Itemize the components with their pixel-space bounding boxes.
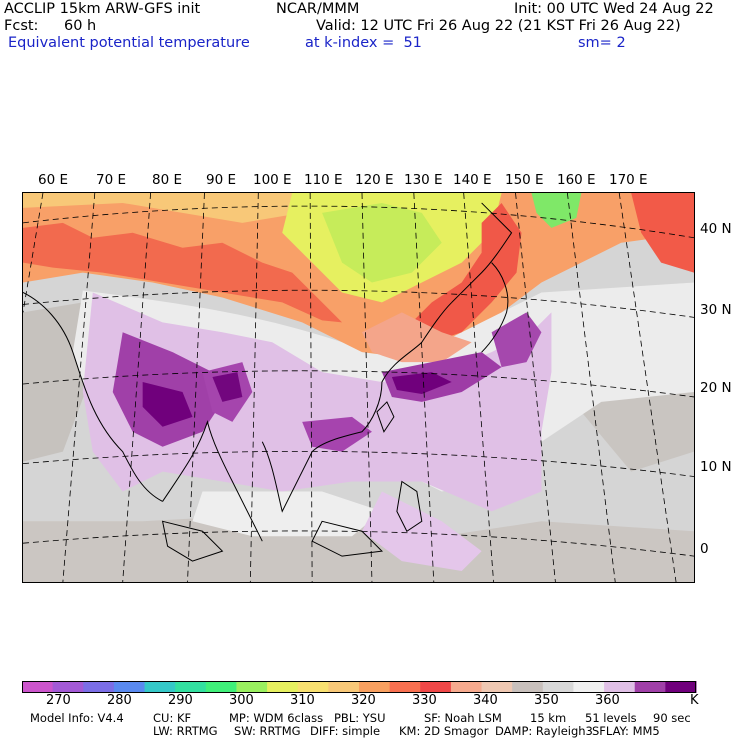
colorbar-tick-label: 340 <box>473 693 498 708</box>
longitude-label: 70 E <box>96 172 126 188</box>
colorbar-swatch <box>573 681 605 693</box>
forecast-label: Fcst: <box>4 18 39 34</box>
colorbar-swatch <box>542 681 574 693</box>
field-region-red <box>411 202 522 343</box>
longitude-label: 150 E <box>505 172 544 188</box>
latitude-label: 30 N <box>700 302 732 318</box>
colorbar-tick-label: 330 <box>412 693 437 708</box>
longitude-label: 110 E <box>304 172 343 188</box>
colorbar-swatch <box>389 681 421 693</box>
field-region-dark-purple <box>212 372 243 402</box>
latitude-label: 20 N <box>700 380 732 396</box>
field-region-lilac <box>361 491 482 572</box>
colorbar-swatch <box>634 681 666 693</box>
footer-resolution: 15 km <box>530 711 567 725</box>
colorbar-swatch <box>512 681 544 693</box>
colorbar-swatch <box>481 681 513 693</box>
graticule <box>23 193 694 582</box>
field-region-dark-purple <box>391 372 452 394</box>
theta-e-map <box>22 192 695 583</box>
colorbar-swatch <box>52 681 84 693</box>
field-region-yellow-green <box>322 202 442 283</box>
smoothing-label: sm= 2 <box>578 35 626 51</box>
colorbar-units: K <box>690 693 699 708</box>
longitude-label: 160 E <box>557 172 596 188</box>
footer-timestep: 90 sec <box>653 711 691 725</box>
organization-label: NCAR/MMM <box>276 1 360 17</box>
footer-diffusion: DIFF: simple <box>310 724 381 738</box>
colorbar-swatch <box>22 681 54 693</box>
colorbar-tick-label: 310 <box>290 693 315 708</box>
colorbar <box>22 681 697 693</box>
colorbar-swatch <box>267 681 299 693</box>
footer-microphysics: MP: WDM 6class <box>229 711 324 725</box>
footer-levels: 51 levels <box>585 711 637 725</box>
field-region-light <box>192 491 382 537</box>
field-region-dark-purple <box>142 382 193 427</box>
colorbar-swatch <box>83 681 115 693</box>
colorbar-swatch <box>604 681 636 693</box>
longitude-label: 90 E <box>206 172 236 188</box>
colorbar-swatch <box>175 681 207 693</box>
field-region-green <box>531 193 582 228</box>
longitude-label: 80 E <box>152 172 182 188</box>
field-region-lilac <box>82 292 552 512</box>
footer-cumulus: CU: KF <box>153 711 192 725</box>
footer-longwave: LW: RRTMG <box>153 724 218 738</box>
field-region-purple <box>302 416 372 452</box>
colorbar-swatch <box>665 681 697 693</box>
init-time: Init: 00 UTC Wed 24 Aug 22 <box>514 1 714 17</box>
colorbar-tick-label: 280 <box>107 693 132 708</box>
colorbar-swatch <box>205 681 237 693</box>
colorbar-tick-label: 270 <box>46 693 71 708</box>
field-region-tan <box>23 193 323 223</box>
colorbar-swatch <box>297 681 329 693</box>
level-label: at k-index = 51 <box>305 35 422 51</box>
model-title: ACCLIP 15km ARW-GFS init <box>4 1 201 17</box>
field-region-red <box>23 222 343 323</box>
colorbar-tick-label: 360 <box>595 693 620 708</box>
colorbar-tick-label: 290 <box>168 693 193 708</box>
latitude-label: 10 N <box>700 459 732 475</box>
field-name: Equivalent potential temperature <box>8 35 250 51</box>
latitude-label: 0 <box>700 541 709 557</box>
colorbar-tick-label: 300 <box>229 693 254 708</box>
colorbar-swatch <box>420 681 452 693</box>
longitude-label: 60 E <box>38 172 68 188</box>
footer-km: KM: 2D Smagor <box>399 724 489 738</box>
longitude-label: 170 E <box>609 172 648 188</box>
field-region-gray <box>23 511 694 582</box>
longitude-label: 120 E <box>355 172 394 188</box>
colorbar-tick-label: 350 <box>534 693 559 708</box>
footer-pbl: PBL: YSU <box>334 711 386 725</box>
footer-surface: SF: Noah LSM <box>424 711 502 725</box>
longitude-label: 140 E <box>453 172 492 188</box>
footer-surface-layer: SFLAY: MM5 <box>592 724 660 738</box>
colorbar-swatch <box>359 681 391 693</box>
footer-model-info: Model Info: V4.4 <box>30 711 124 725</box>
colorbar-swatch <box>450 681 483 693</box>
colorbar-swatch <box>328 681 360 693</box>
latitude-label: 40 N <box>700 221 732 237</box>
colorbar-swatch <box>113 681 146 693</box>
longitude-label: 130 E <box>404 172 443 188</box>
colorbar-tick-label: 320 <box>351 693 376 708</box>
valid-time: Valid: 12 UTC Fri 26 Aug 22 (21 KST Fri … <box>316 18 681 34</box>
field-region-salmon <box>361 312 472 363</box>
footer-damping: DAMP: Rayleigh3 <box>495 724 593 738</box>
colorbar-border <box>22 681 696 693</box>
longitude-label: 100 E <box>253 172 292 188</box>
colorbar-swatch <box>236 681 268 693</box>
footer-shortwave: SW: RRTMG <box>234 724 301 738</box>
forecast-hour: 60 h <box>64 18 97 34</box>
colorbar-swatch <box>144 681 176 693</box>
